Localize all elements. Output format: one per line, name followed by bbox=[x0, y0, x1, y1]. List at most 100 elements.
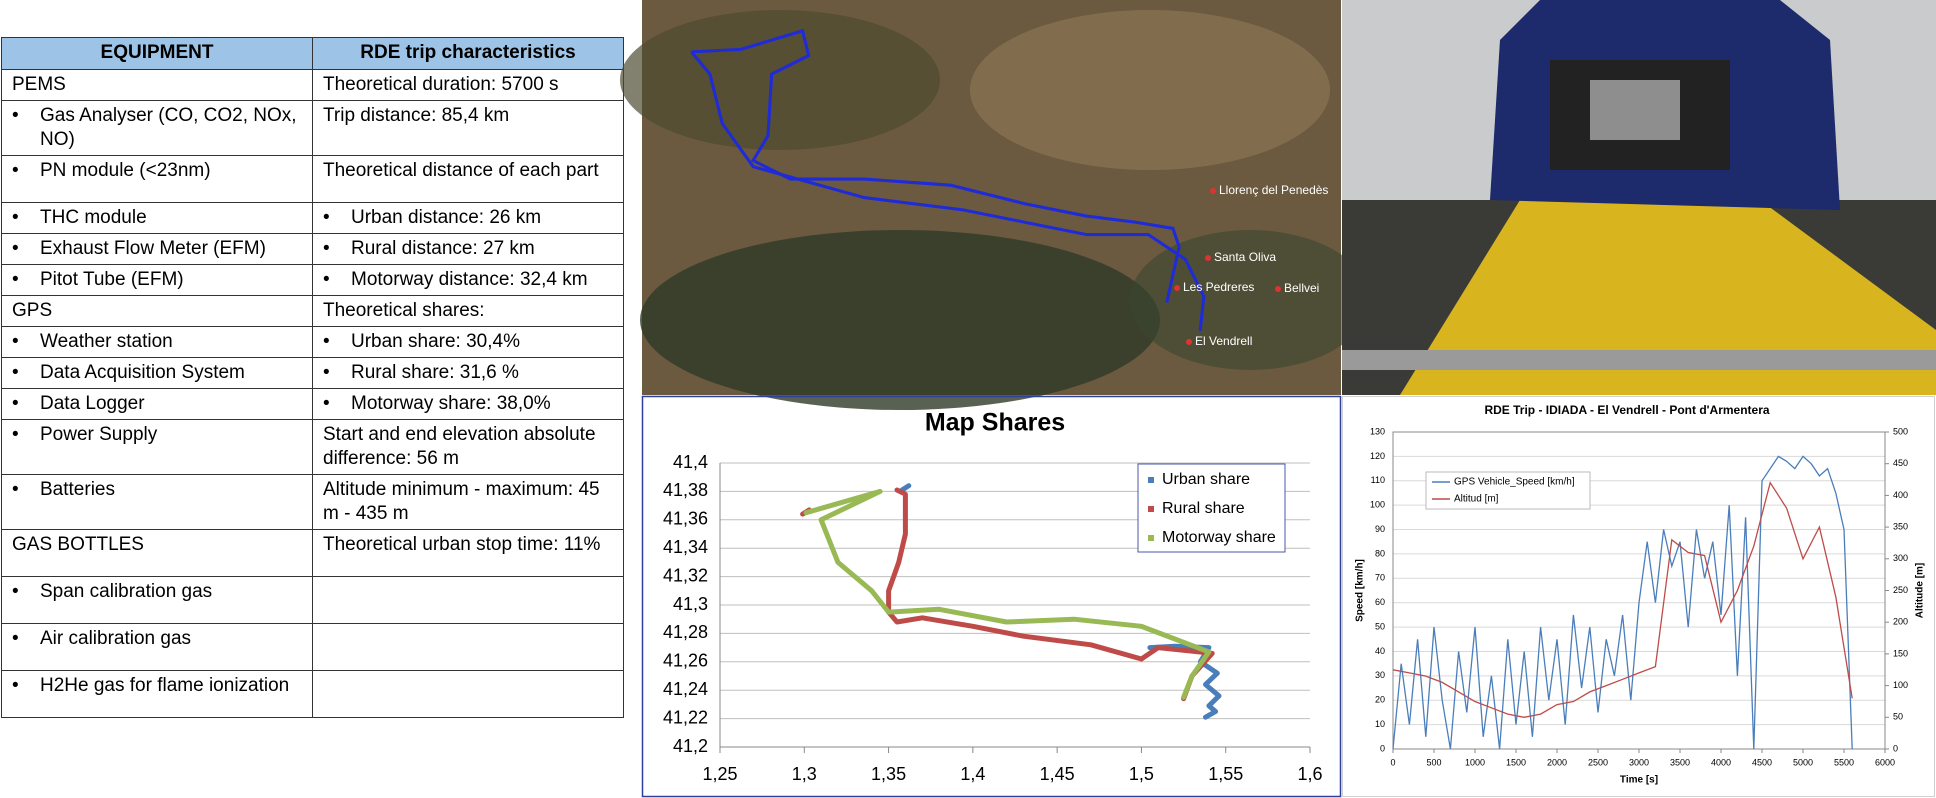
route bbox=[690, 50, 1206, 332]
map-label: El Vendrell bbox=[1195, 334, 1252, 348]
y-tick-label: 41,22 bbox=[663, 707, 708, 727]
y-tick-label: 41,32 bbox=[663, 565, 708, 585]
table-cell bbox=[312, 670, 624, 718]
plot-border bbox=[1392, 431, 1886, 750]
legend-label: GPS Vehicle_Speed [km/h] bbox=[1454, 477, 1575, 488]
legend-label: Rural share bbox=[1162, 500, 1245, 517]
map-label: Les Pedreres bbox=[1183, 280, 1254, 294]
table-cell: Urban distance: 26 km bbox=[312, 202, 624, 234]
table-cell: Start and end elevation absolute differe… bbox=[312, 419, 624, 475]
y-tick-label: 41,28 bbox=[663, 622, 708, 642]
y-tick-label: 120 bbox=[1370, 451, 1385, 461]
table-cell: Motorway share: 38,0% bbox=[312, 388, 624, 420]
table-row: Span calibration gas bbox=[1, 576, 624, 624]
y-axis-title: Speed [km/h] bbox=[1355, 559, 1366, 622]
y2-tick-label: 50 bbox=[1893, 712, 1903, 722]
chart-title: Map Shares bbox=[925, 409, 1065, 437]
x-tick-label: 1,4 bbox=[960, 764, 985, 784]
terrain bbox=[1130, 230, 1370, 370]
legend-label: Urban share bbox=[1162, 471, 1250, 488]
table-row: Data Acquisition SystemRural share: 31,6… bbox=[1, 357, 624, 389]
table-cell: Motorway distance: 32,4 km bbox=[312, 264, 624, 296]
table-row: GAS BOTTLES Theoretical urban stop time: … bbox=[1, 529, 624, 577]
table-row: H2He gas for flame ionization bbox=[1, 670, 624, 718]
x-tick-label: 0 bbox=[1390, 757, 1395, 767]
y2-tick-label: 100 bbox=[1893, 680, 1908, 690]
legend-label: Altitud [m] bbox=[1454, 494, 1499, 505]
table-cell: Power Supply bbox=[1, 419, 313, 475]
y-tick-label: 50 bbox=[1375, 621, 1385, 631]
table-row: Weather stationUrban share: 30,4% bbox=[1, 326, 624, 358]
table-cell: GAS BOTTLES bbox=[1, 529, 313, 577]
table-row: GPS Theoretical shares: bbox=[1, 295, 624, 327]
x-tick-label: 1,25 bbox=[702, 764, 737, 784]
legend-marker bbox=[1148, 506, 1154, 512]
series-line bbox=[1392, 455, 1853, 750]
table-cell: THC module bbox=[1, 202, 313, 234]
series-line bbox=[1392, 481, 1853, 718]
y-tick-label: 41,2 bbox=[673, 736, 708, 756]
table-cell: Theoretical distance of each part bbox=[312, 155, 624, 203]
x-tick-label: 1,5 bbox=[1129, 764, 1154, 784]
y-tick-label: 41,26 bbox=[663, 651, 708, 671]
map-pin bbox=[1174, 285, 1180, 291]
route bbox=[691, 28, 1181, 303]
x-tick-label: 2000 bbox=[1547, 757, 1567, 767]
analyser bbox=[1590, 80, 1680, 140]
table-row: THC moduleUrban distance: 26 km bbox=[1, 202, 624, 234]
x-tick-label: 1,55 bbox=[1208, 764, 1243, 784]
x-tick-label: 500 bbox=[1426, 757, 1441, 767]
table-cell: Theoretical duration: 5700 s bbox=[312, 69, 624, 101]
y-tick-label: 20 bbox=[1375, 695, 1385, 705]
y2-axis-title: Altitude [m] bbox=[1915, 563, 1926, 619]
y2-tick-label: 200 bbox=[1893, 617, 1908, 627]
y-tick-label: 41,4 bbox=[673, 452, 708, 472]
table-cell: Theoretical urban stop time: 11% bbox=[312, 529, 624, 577]
y-tick-label: 100 bbox=[1370, 500, 1385, 510]
y2-tick-label: 450 bbox=[1893, 458, 1908, 468]
y2-tick-label: 0 bbox=[1893, 743, 1898, 753]
legend-label: Motorway share bbox=[1162, 529, 1276, 546]
series-line bbox=[803, 488, 1212, 700]
table-cell: Altitude minimum - maximum: 45 m - 435 m bbox=[312, 474, 624, 530]
table-cell: Weather station bbox=[1, 326, 313, 358]
y-tick-label: 90 bbox=[1375, 524, 1385, 534]
legend-box bbox=[1425, 471, 1591, 510]
x-tick-label: 6000 bbox=[1875, 757, 1895, 767]
x-tick-label: 5000 bbox=[1793, 757, 1813, 767]
panel-border bbox=[1342, 396, 1935, 797]
table-cell: Pitot Tube (EFM) bbox=[1, 264, 313, 296]
roller-plate bbox=[1400, 200, 1936, 395]
y-tick-label: 41,24 bbox=[663, 679, 708, 699]
y-tick-label: 10 bbox=[1375, 719, 1385, 729]
y-tick-label: 110 bbox=[1371, 475, 1385, 485]
x-tick-label: 5500 bbox=[1834, 757, 1854, 767]
equipment-table: EQUIPMENT RDE trip characteristics PEMS The… bbox=[1, 37, 624, 718]
table-row: Exhaust Flow Meter (EFM)Rural distance: … bbox=[1, 233, 624, 265]
x-tick-label: 4500 bbox=[1752, 757, 1772, 767]
pipe bbox=[1342, 350, 1936, 370]
terrain bbox=[970, 10, 1330, 170]
legend-marker bbox=[1148, 535, 1154, 541]
terrain bbox=[620, 10, 940, 150]
y2-tick-label: 250 bbox=[1893, 585, 1908, 595]
map-label: Santa Oliva bbox=[1214, 250, 1276, 264]
table-cell: PEMS bbox=[1, 69, 313, 101]
map-label: Llorenç del Penedès bbox=[1219, 183, 1328, 197]
legend-marker bbox=[1148, 477, 1154, 483]
y-tick-label: 0 bbox=[1380, 743, 1385, 753]
x-tick-label: 2500 bbox=[1588, 757, 1608, 767]
y-tick-label: 40 bbox=[1375, 646, 1385, 656]
table-cell: Rural share: 31,6 % bbox=[312, 357, 624, 389]
table-cell: Exhaust Flow Meter (EFM) bbox=[1, 233, 313, 265]
x-tick-label: 4000 bbox=[1711, 757, 1731, 767]
chart-title: RDE Trip - IDIADA - El Vendrell - Pont d… bbox=[1484, 403, 1769, 417]
y-tick-label: 41,3 bbox=[673, 594, 708, 614]
table-cell: Theoretical shares: bbox=[312, 295, 624, 327]
y-tick-label: 60 bbox=[1375, 597, 1385, 607]
map-pin bbox=[1210, 188, 1216, 194]
x-tick-label: 3500 bbox=[1670, 757, 1690, 767]
